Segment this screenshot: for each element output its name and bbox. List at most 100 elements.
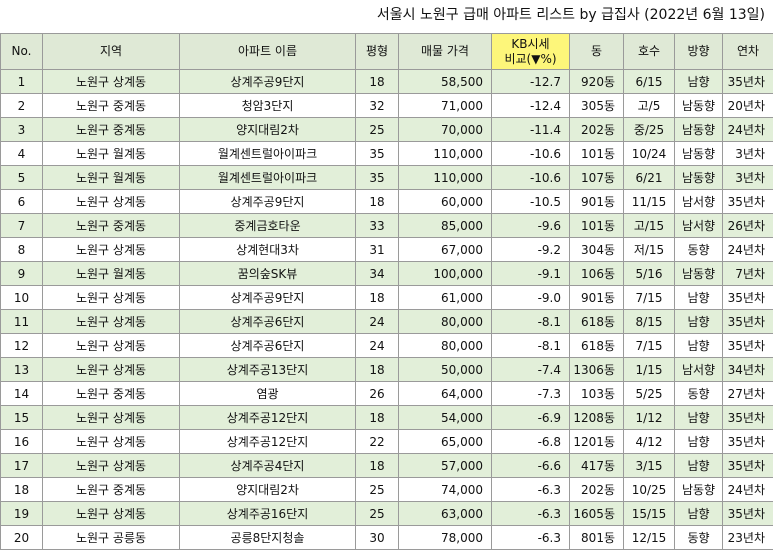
cell-no: 4 (0, 141, 43, 166)
table-row: 6 노원구 상계동 상계주공9단지 18 60,000 -10.5 901동 11/15 남서향… (0, 189, 773, 214)
cell-region: 노원구 상계동 (42, 453, 180, 478)
cell-no: 16 (0, 429, 43, 454)
cell-price: 70,000 (398, 117, 492, 142)
table-row: 19 노원구 상계동 상계주공16단지 25 63,000 -6.3 1605동 15/15 남… (0, 501, 773, 526)
cell-price: 78,000 (398, 525, 492, 550)
cell-floor: 6/15 (623, 69, 675, 94)
cell-no: 9 (0, 261, 43, 286)
cell-direction: 남향 (674, 429, 723, 454)
apartment-table: No. 지역 아파트 이름 평형 매물 가격 KB시세 비교(▼%) 동 호수 … (0, 33, 773, 550)
cell-region: 노원구 상계동 (42, 237, 180, 262)
header-cell-kb: KB시세 비교(▼%) (491, 33, 570, 70)
header-cell: 아파트 이름 (179, 33, 356, 70)
cell-size: 32 (355, 93, 399, 118)
cell-price: 80,000 (398, 309, 492, 334)
cell-building: 1201동 (569, 429, 624, 454)
cell-region: 노원구 월계동 (42, 141, 180, 166)
header-cell: 방향 (674, 33, 723, 70)
cell-age: 3년차 (722, 141, 773, 166)
cell-apartment: 양지대림2차 (179, 117, 356, 142)
header-cell: 평형 (355, 33, 399, 70)
cell-building: 920동 (569, 69, 624, 94)
header-row: No. 지역 아파트 이름 평형 매물 가격 KB시세 비교(▼%) 동 호수 … (0, 33, 773, 70)
cell-floor: 고/15 (623, 213, 675, 238)
cell-size: 18 (355, 405, 399, 430)
cell-direction: 남향 (674, 285, 723, 310)
cell-size: 18 (355, 453, 399, 478)
table-row: 13 노원구 상계동 상계주공13단지 18 50,000 -7.4 1306동 1/15 남서… (0, 357, 773, 382)
cell-apartment: 상계현대3차 (179, 237, 356, 262)
cell-region: 노원구 공릉동 (42, 525, 180, 550)
cell-direction: 남향 (674, 453, 723, 478)
table-row: 3 노원구 중계동 양지대림2차 25 70,000 -11.4 202동 중/25 남동향 24… (0, 117, 773, 142)
cell-building: 417동 (569, 453, 624, 478)
cell-region: 노원구 중계동 (42, 93, 180, 118)
cell-building: 101동 (569, 141, 624, 166)
cell-building: 618동 (569, 309, 624, 334)
cell-price: 58,500 (398, 69, 492, 94)
cell-building: 106동 (569, 261, 624, 286)
cell-size: 18 (355, 357, 399, 382)
cell-apartment: 월계센트럴아이파크 (179, 165, 356, 190)
cell-apartment: 상계주공12단지 (179, 405, 356, 430)
cell-no: 5 (0, 165, 43, 190)
cell-apartment: 공릉8단지청솔 (179, 525, 356, 550)
cell-no: 13 (0, 357, 43, 382)
table-row: 9 노원구 월계동 꿈의숲SK뷰 34 100,000 -9.1 106동 5/16 남동향 7년… (0, 261, 773, 286)
cell-kb-diff: -9.6 (491, 213, 570, 238)
cell-floor: 15/15 (623, 501, 675, 526)
cell-apartment: 청암3단지 (179, 93, 356, 118)
cell-building: 202동 (569, 477, 624, 502)
cell-size: 30 (355, 525, 399, 550)
cell-region: 노원구 중계동 (42, 477, 180, 502)
cell-apartment: 중계금호타운 (179, 213, 356, 238)
cell-kb-diff: -11.4 (491, 117, 570, 142)
cell-direction: 남동향 (674, 165, 723, 190)
cell-region: 노원구 상계동 (42, 501, 180, 526)
cell-direction: 남향 (674, 309, 723, 334)
cell-region: 노원구 중계동 (42, 117, 180, 142)
cell-direction: 남서향 (674, 357, 723, 382)
cell-floor: 4/12 (623, 429, 675, 454)
cell-age: 35년차 (722, 189, 773, 214)
cell-no: 18 (0, 477, 43, 502)
cell-kb-diff: -7.4 (491, 357, 570, 382)
cell-region: 노원구 상계동 (42, 285, 180, 310)
cell-size: 26 (355, 381, 399, 406)
cell-age: 35년차 (722, 405, 773, 430)
header-cell: 호수 (623, 33, 675, 70)
cell-kb-diff: -10.6 (491, 165, 570, 190)
cell-kb-diff: -9.2 (491, 237, 570, 262)
cell-direction: 남향 (674, 405, 723, 430)
cell-age: 35년차 (722, 69, 773, 94)
cell-no: 11 (0, 309, 43, 334)
cell-floor: 고/5 (623, 93, 675, 118)
cell-direction: 남동향 (674, 141, 723, 166)
cell-kb-diff: -7.3 (491, 381, 570, 406)
cell-kb-diff: -6.3 (491, 501, 570, 526)
cell-size: 25 (355, 501, 399, 526)
cell-age: 24년차 (722, 477, 773, 502)
cell-region: 노원구 상계동 (42, 405, 180, 430)
cell-kb-diff: -10.6 (491, 141, 570, 166)
cell-kb-diff: -9.0 (491, 285, 570, 310)
cell-apartment: 월계센트럴아이파크 (179, 141, 356, 166)
table-row: 16 노원구 상계동 상계주공12단지 22 65,000 -6.8 1201동 4/12 남향… (0, 429, 773, 454)
cell-direction: 남동향 (674, 93, 723, 118)
cell-direction: 동향 (674, 237, 723, 262)
cell-building: 304동 (569, 237, 624, 262)
cell-apartment: 상계주공4단지 (179, 453, 356, 478)
cell-age: 35년차 (722, 453, 773, 478)
cell-floor: 5/25 (623, 381, 675, 406)
table-row: 15 노원구 상계동 상계주공12단지 18 54,000 -6.9 1208동 1/12 남향… (0, 405, 773, 430)
cell-apartment: 상계주공9단지 (179, 69, 356, 94)
cell-age: 35년차 (722, 309, 773, 334)
table-row: 2 노원구 중계동 청암3단지 32 71,000 -12.4 305동 고/5 남동향 20년차 (0, 93, 773, 118)
cell-price: 50,000 (398, 357, 492, 382)
cell-kb-diff: -6.6 (491, 453, 570, 478)
cell-apartment: 염광 (179, 381, 356, 406)
table-row: 5 노원구 월계동 월계센트럴아이파크 35 110,000 -10.6 107동 6/21 남… (0, 165, 773, 190)
cell-direction: 남서향 (674, 213, 723, 238)
cell-direction: 동향 (674, 381, 723, 406)
cell-kb-diff: -6.8 (491, 429, 570, 454)
